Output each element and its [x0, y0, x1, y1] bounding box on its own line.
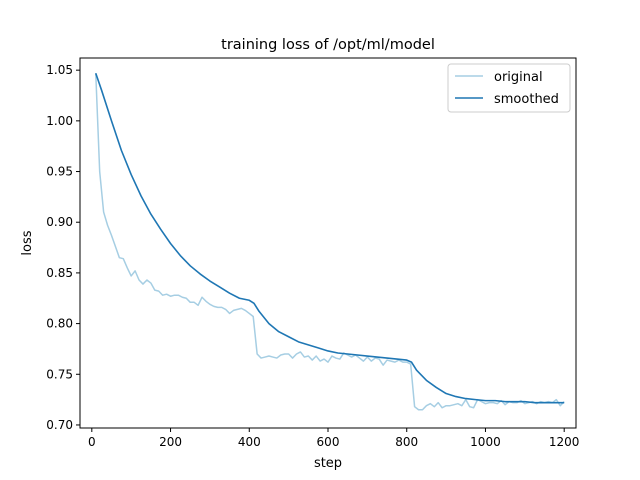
plot-lines [94, 72, 565, 411]
y-axis-label: loss [20, 230, 35, 255]
series-line-original [95, 73, 565, 411]
y-tick-label: 0.85 [46, 266, 73, 280]
y-tick-label: 0.95 [46, 165, 73, 179]
y-tick-label: 1.05 [46, 63, 73, 77]
legend: original smoothed [447, 63, 571, 113]
series-line-smoothed [94, 72, 565, 404]
x-tick-label: 1200 [549, 435, 580, 449]
chart-title: training loss of /opt/ml/model [221, 37, 435, 53]
x-tick-label: 400 [238, 435, 261, 449]
x-tick-label: 200 [159, 435, 182, 449]
y-tick-label: 1.00 [46, 114, 73, 128]
y-axis-ticks: 0.70 0.75 0.80 0.85 0.90 0.95 1.00 1.05 [46, 63, 80, 432]
legend-label-smoothed: smoothed [494, 92, 559, 107]
x-tick-label: 600 [317, 435, 340, 449]
x-tick-label: 0 [88, 435, 96, 449]
x-tick-label: 1000 [470, 435, 501, 449]
y-tick-label: 0.90 [46, 215, 73, 229]
y-tick-label: 0.70 [46, 418, 73, 432]
x-axis-ticks: 0 200 400 600 800 1000 1200 [88, 428, 579, 449]
y-tick-label: 0.80 [46, 317, 73, 331]
x-tick-label: 800 [395, 435, 418, 449]
x-axis-label: step [314, 456, 342, 471]
legend-label-original: original [494, 70, 543, 85]
y-tick-label: 0.75 [46, 367, 73, 381]
